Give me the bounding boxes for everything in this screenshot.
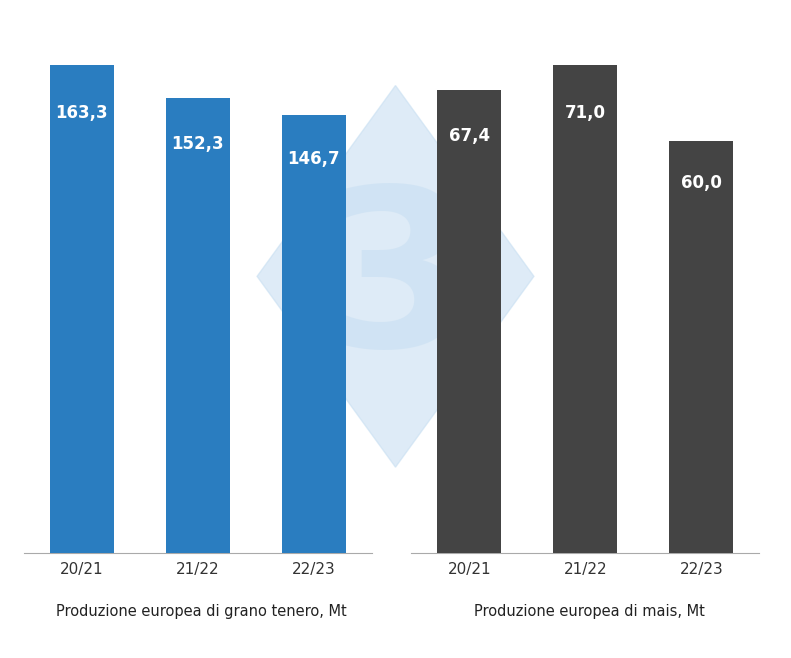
Text: 163,3: 163,3 <box>55 105 108 122</box>
Bar <box>554 65 617 553</box>
Text: 146,7: 146,7 <box>287 150 340 168</box>
Text: 3: 3 <box>318 179 473 393</box>
Bar <box>50 65 114 553</box>
Bar <box>166 98 229 553</box>
Bar <box>437 90 501 553</box>
Text: Produzione europea di grano tenero, Mt: Produzione europea di grano tenero, Mt <box>56 605 347 619</box>
Text: 67,4: 67,4 <box>448 127 490 145</box>
Text: Produzione europea di mais, Mt: Produzione europea di mais, Mt <box>474 605 705 619</box>
Text: 60,0: 60,0 <box>681 174 722 191</box>
Text: 152,3: 152,3 <box>172 134 224 153</box>
Bar <box>282 115 346 553</box>
Text: 71,0: 71,0 <box>565 105 606 122</box>
Bar <box>669 141 733 553</box>
